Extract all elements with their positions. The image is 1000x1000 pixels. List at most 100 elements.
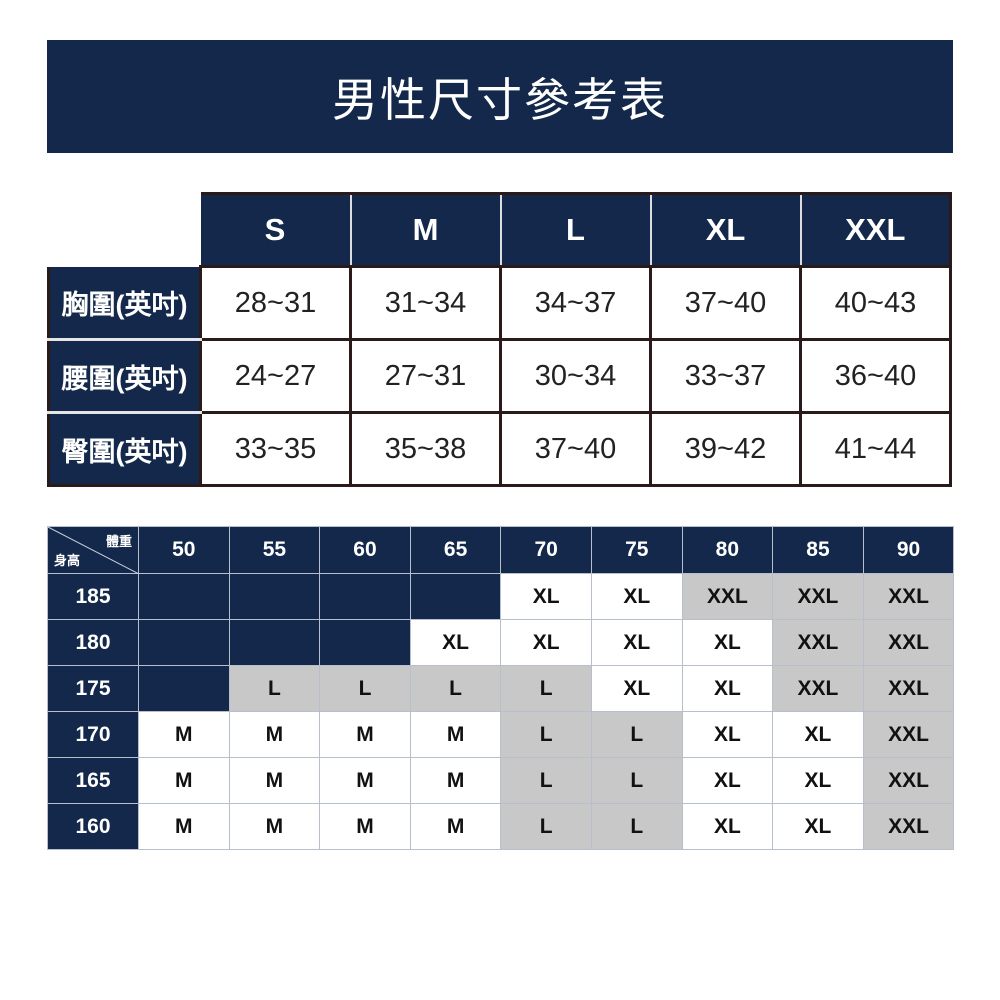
size-cell: XL [500, 619, 592, 666]
corner-height-label: 身高 [54, 553, 81, 568]
measurement-value: 33~37 [649, 338, 802, 414]
measurement-label: 胸圍(英吋) [47, 266, 201, 341]
size-cell: M [228, 711, 321, 758]
size-cell: L [590, 803, 683, 850]
size-cell: XL [772, 711, 864, 758]
size-cell: L [590, 757, 683, 804]
size-cell: XL [681, 665, 774, 712]
size-header: S [200, 192, 352, 267]
measurement-value: 37~40 [649, 265, 802, 341]
size-cell: XXL [772, 573, 864, 620]
measurement-value: 36~40 [799, 338, 952, 414]
height-row: 175 L L L L XL XL XXL XXL [47, 665, 955, 712]
height-label: 165 [47, 757, 139, 804]
size-cell: L [590, 711, 683, 758]
size-cell: XXL [862, 619, 955, 666]
height-weight-size-table: 體重 身高 50 55 60 65 70 75 80 85 90 185 XL XL XXL XXL XXL 18… [47, 526, 955, 850]
size-cell: L [500, 803, 592, 850]
size-cell: XXL [862, 665, 955, 712]
size-cell: XXL [862, 573, 955, 620]
size-cell: XXL [862, 803, 955, 850]
height-label: 185 [47, 573, 139, 620]
height-label: 170 [47, 711, 139, 758]
size-cell [319, 573, 411, 620]
height-row: 165 M M M M L L XL XL XXL [47, 757, 955, 804]
measurement-row: 臀圍(英吋) 33~35 35~38 37~40 39~42 41~44 [47, 411, 952, 487]
size-cell: XXL [681, 573, 774, 620]
size-cell: M [138, 803, 230, 850]
weight-header: 50 [138, 526, 230, 574]
size-cell: XL [590, 573, 683, 620]
size-cell [228, 619, 321, 666]
measurement-value: 34~37 [499, 265, 652, 341]
size-cell: M [409, 757, 502, 804]
height-row: 170 M M M M L L XL XL XXL [47, 711, 955, 758]
size-cell: M [228, 803, 321, 850]
height-row: 180 XL XL XL XL XXL XXL [47, 619, 955, 666]
corner-weight-label: 體重 [105, 534, 132, 549]
size-cell: XL [772, 803, 864, 850]
measurement-value: 31~34 [349, 265, 502, 341]
measurement-value: 37~40 [499, 411, 652, 487]
blank-cell [48, 193, 201, 267]
size-cell [138, 619, 230, 666]
size-cell [138, 573, 230, 620]
measurement-value: 27~31 [349, 338, 502, 414]
measurement-row: 胸圍(英吋) 28~31 31~34 34~37 37~40 40~43 [47, 265, 952, 341]
size-cell: M [228, 757, 321, 804]
size-cell: L [500, 757, 592, 804]
size-cell: XL [500, 573, 592, 620]
corner-cell: 體重身高 [47, 526, 139, 574]
measurement-value: 28~31 [199, 265, 352, 341]
size-cell: L [409, 665, 502, 712]
size-header: L [500, 192, 652, 267]
size-cell: L [228, 665, 321, 712]
weight-header: 80 [681, 526, 774, 574]
size-cell: M [319, 711, 411, 758]
measurement-label: 腰圍(英吋) [47, 339, 201, 414]
size-cell [409, 573, 502, 620]
weight-header: 75 [590, 526, 683, 574]
measurement-label: 臀圍(英吋) [47, 412, 201, 487]
size-cell: XL [590, 619, 683, 666]
measurement-value: 30~34 [499, 338, 652, 414]
measurement-value: 41~44 [799, 411, 952, 487]
title-banner: 男性尺寸參考表 [47, 40, 953, 153]
measurement-value: 35~38 [349, 411, 502, 487]
size-cell: M [319, 803, 411, 850]
size-cell [228, 573, 321, 620]
size-cell [138, 665, 230, 712]
size-header: XL [650, 192, 802, 267]
height-row: 185 XL XL XXL XXL XXL [47, 573, 955, 620]
measurement-value: 24~27 [199, 338, 352, 414]
height-label: 180 [47, 619, 139, 666]
size-cell: XL [409, 619, 502, 666]
size-cell: M [138, 711, 230, 758]
weight-header-row: 體重 身高 50 55 60 65 70 75 80 85 90 [47, 526, 955, 574]
height-label: 160 [47, 803, 139, 850]
size-cell: M [409, 803, 502, 850]
measurement-value: 39~42 [649, 411, 802, 487]
size-cell: L [500, 665, 592, 712]
size-cell: XXL [772, 619, 864, 666]
size-cell: XL [681, 803, 774, 850]
weight-header: 70 [500, 526, 592, 574]
size-header: XXL [800, 192, 952, 267]
size-cell: XXL [772, 665, 864, 712]
measurement-table: S M L XL XXL 胸圍(英吋) 28~31 31~34 34~37 37~40 40~43 腰… [47, 192, 952, 487]
weight-header: 60 [319, 526, 411, 574]
height-label: 175 [47, 665, 139, 712]
size-cell: XL [772, 757, 864, 804]
size-cell: XL [681, 619, 774, 666]
weight-header: 65 [409, 526, 502, 574]
size-cell: XL [681, 757, 774, 804]
size-cell: M [138, 757, 230, 804]
measurement-value: 40~43 [799, 265, 952, 341]
weight-header: 85 [772, 526, 864, 574]
size-cell: M [319, 757, 411, 804]
size-header: M [350, 192, 502, 267]
size-cell: XXL [862, 757, 955, 804]
weight-header: 55 [228, 526, 321, 574]
size-cell [319, 619, 411, 666]
height-row: 160 M M M M L L XL XL XXL [47, 803, 955, 850]
